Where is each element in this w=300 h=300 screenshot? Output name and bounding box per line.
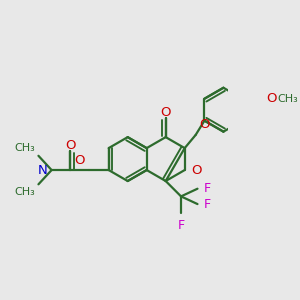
Text: F: F [204,182,211,195]
Text: O: O [65,139,76,152]
Text: O: O [191,164,202,177]
Text: O: O [74,154,84,167]
Text: N: N [37,164,47,177]
Text: CH₃: CH₃ [15,187,35,197]
Text: F: F [204,198,211,211]
Text: O: O [200,118,210,131]
Text: F: F [178,219,184,232]
Text: CH₃: CH₃ [15,143,35,153]
Text: CH₃: CH₃ [278,94,298,104]
Text: O: O [266,92,277,105]
Text: O: O [160,106,171,119]
